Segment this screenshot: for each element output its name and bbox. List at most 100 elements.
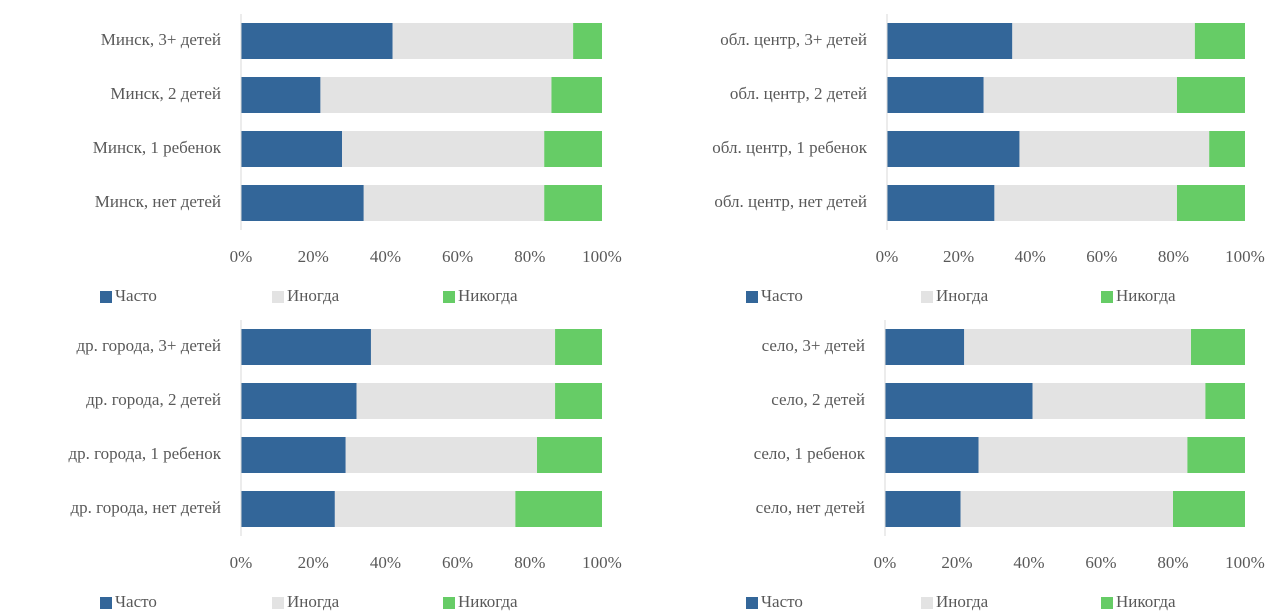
bar-segment [342, 131, 545, 167]
x-tick-label: 80% [1158, 247, 1189, 266]
category-label: др. города, 1 ребенок [68, 444, 221, 463]
bar-segment [887, 23, 1013, 59]
category-label: село, 1 ребенок [754, 444, 866, 463]
legend-label: Никогда [458, 286, 518, 305]
chart: др. города, 3+ детей др. города, 2 детей д… [68, 320, 622, 611]
x-tick-label: 0% [876, 247, 899, 266]
legend-swatch [443, 597, 455, 609]
bar-segment [334, 491, 516, 527]
bar-segment [960, 491, 1173, 527]
x-tick-label: 100% [1225, 553, 1265, 572]
x-tick-label: 0% [230, 247, 253, 266]
bar-segment [537, 437, 602, 473]
bar-segment [392, 23, 574, 59]
bar-segment [345, 437, 538, 473]
bar-segment [241, 329, 371, 365]
legend-swatch [746, 597, 758, 609]
bar-segment [1012, 23, 1195, 59]
bar-segment [241, 77, 321, 113]
legend-label: Никогда [1116, 592, 1176, 611]
bar-segment [241, 383, 357, 419]
bar-segment [887, 185, 995, 221]
legend-swatch [100, 597, 112, 609]
chart: обл. центр, 3+ детей обл. центр, 2 детей о… [712, 14, 1265, 305]
x-tick-label: 80% [514, 553, 545, 572]
x-tick-label: 40% [370, 247, 401, 266]
x-tick-label: 20% [941, 553, 972, 572]
bar-segment [555, 329, 602, 365]
bar-segment [241, 185, 364, 221]
category-label: Минск, нет детей [95, 192, 221, 211]
bar-segment [1191, 329, 1245, 365]
x-tick-label: 100% [582, 553, 622, 572]
legend-swatch [921, 291, 933, 303]
legend-swatch [1101, 291, 1113, 303]
legend-swatch [921, 597, 933, 609]
category-label: др. города, нет детей [71, 498, 222, 517]
legend-swatch [1101, 597, 1113, 609]
category-label: обл. центр, 2 детей [730, 84, 867, 103]
legend-label: Часто [115, 286, 157, 305]
category-label: Минск, 1 ребенок [93, 138, 222, 157]
category-label: село, 3+ детей [762, 336, 865, 355]
x-tick-label: 60% [1085, 553, 1116, 572]
category-label: др. города, 3+ детей [76, 336, 221, 355]
legend-label: Иногда [287, 592, 340, 611]
legend-swatch [272, 291, 284, 303]
x-tick-label: 0% [874, 553, 897, 572]
bar-segment [885, 329, 965, 365]
legend-label: Никогда [1116, 286, 1176, 305]
x-tick-label: 20% [298, 553, 329, 572]
bar-segment [241, 23, 393, 59]
bar-segment [1032, 383, 1206, 419]
bar-segment [241, 131, 343, 167]
category-label: обл. центр, 1 ребенок [712, 138, 867, 157]
bar-segment [978, 437, 1188, 473]
category-label: Минск, 2 детей [110, 84, 221, 103]
bar-segment [885, 437, 979, 473]
x-tick-label: 60% [1086, 247, 1117, 266]
legend-label: Часто [761, 592, 803, 611]
bar-segment [1176, 77, 1245, 113]
x-tick-label: 20% [943, 247, 974, 266]
bar-segment [573, 23, 602, 59]
bar-segment [983, 77, 1177, 113]
bar-segment [1176, 185, 1245, 221]
bar-segment [1187, 437, 1245, 473]
legend-swatch [443, 291, 455, 303]
bar-segment [515, 491, 602, 527]
bar-segment [1173, 491, 1245, 527]
x-tick-label: 100% [582, 247, 622, 266]
bar-segment [363, 185, 545, 221]
legend-swatch [272, 597, 284, 609]
chart: село, 3+ детей село, 2 детей село, 1 ребен… [746, 320, 1265, 611]
category-label: обл. центр, 3+ детей [720, 30, 867, 49]
chart: Минск, 3+ детей Минск, 2 детей Минск, 1 ре… [93, 14, 622, 305]
bar-segment [241, 491, 335, 527]
category-label: село, 2 детей [771, 390, 865, 409]
bar-segment [887, 131, 1020, 167]
bar-segment [885, 383, 1033, 419]
x-tick-label: 60% [442, 553, 473, 572]
category-label: др. города, 2 детей [86, 390, 221, 409]
x-tick-label: 40% [370, 553, 401, 572]
legend-label: Иногда [936, 592, 989, 611]
category-label: Минск, 3+ детей [101, 30, 221, 49]
bar-segment [544, 131, 602, 167]
legend-label: Никогда [458, 592, 518, 611]
bar-segment [320, 77, 552, 113]
bar-segment [1019, 131, 1210, 167]
bar-segment [1205, 383, 1245, 419]
bar-segment [356, 383, 556, 419]
bar-segment [241, 437, 346, 473]
bar-segment [544, 185, 602, 221]
x-tick-label: 40% [1015, 247, 1046, 266]
legend-label: Часто [761, 286, 803, 305]
bar-segment [555, 383, 602, 419]
legend-swatch [100, 291, 112, 303]
bar-segment [994, 185, 1177, 221]
x-tick-label: 40% [1013, 553, 1044, 572]
legend-swatch [746, 291, 758, 303]
bar-segment [964, 329, 1191, 365]
